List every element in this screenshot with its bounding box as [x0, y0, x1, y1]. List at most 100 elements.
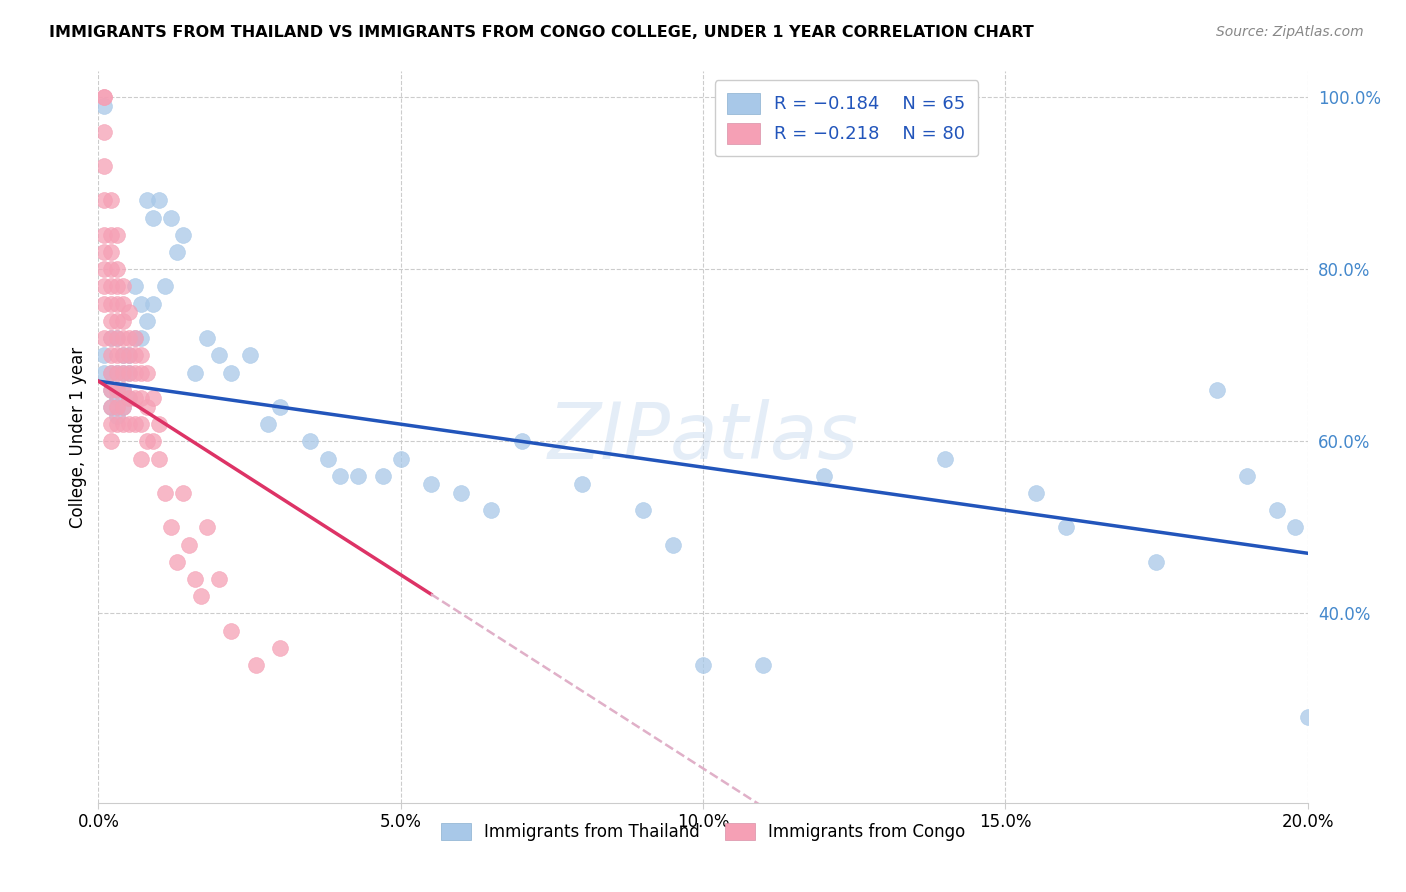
- Point: [692, 658, 714, 673]
- Point: [221, 624, 243, 638]
- Point: [420, 477, 443, 491]
- Point: [111, 331, 134, 345]
- Point: [571, 477, 593, 491]
- Point: [347, 468, 370, 483]
- Point: [105, 392, 128, 406]
- Point: [111, 366, 134, 380]
- Point: [184, 366, 207, 380]
- Point: [631, 503, 654, 517]
- Point: [129, 366, 152, 380]
- Point: [129, 417, 152, 432]
- Point: [934, 451, 956, 466]
- Point: [118, 417, 141, 432]
- Point: [111, 400, 134, 414]
- Point: [813, 468, 835, 483]
- Point: [100, 400, 122, 414]
- Point: [105, 314, 128, 328]
- Point: [316, 451, 339, 466]
- Point: [105, 366, 128, 380]
- Point: [100, 331, 122, 345]
- Point: [93, 296, 115, 310]
- Point: [129, 296, 152, 310]
- Point: [100, 400, 122, 414]
- Point: [118, 348, 141, 362]
- Point: [124, 331, 146, 345]
- Point: [105, 383, 128, 397]
- Point: [269, 640, 291, 655]
- Point: [93, 125, 115, 139]
- Point: [184, 572, 207, 586]
- Point: [245, 658, 267, 673]
- Point: [100, 348, 122, 362]
- Point: [118, 392, 141, 406]
- Point: [160, 520, 183, 534]
- Point: [100, 383, 122, 397]
- Point: [111, 296, 134, 310]
- Point: [100, 417, 122, 432]
- Point: [100, 434, 122, 449]
- Point: [93, 90, 115, 104]
- Point: [124, 348, 146, 362]
- Point: [93, 227, 115, 242]
- Point: [329, 468, 352, 483]
- Point: [450, 486, 472, 500]
- Point: [118, 331, 141, 345]
- Point: [172, 227, 194, 242]
- Point: [135, 434, 157, 449]
- Point: [1284, 520, 1306, 534]
- Point: [661, 538, 683, 552]
- Point: [105, 417, 128, 432]
- Text: Source: ZipAtlas.com: Source: ZipAtlas.com: [1216, 25, 1364, 39]
- Point: [148, 194, 170, 208]
- Point: [124, 366, 146, 380]
- Point: [111, 400, 134, 414]
- Point: [124, 392, 146, 406]
- Point: [153, 486, 176, 500]
- Point: [118, 366, 141, 380]
- Point: [166, 555, 188, 569]
- Point: [93, 99, 115, 113]
- Point: [111, 383, 134, 397]
- Point: [1144, 555, 1167, 569]
- Point: [195, 331, 218, 345]
- Point: [100, 383, 122, 397]
- Point: [752, 658, 775, 673]
- Point: [100, 245, 122, 260]
- Point: [221, 366, 243, 380]
- Point: [190, 589, 212, 603]
- Point: [166, 245, 188, 260]
- Point: [142, 296, 165, 310]
- Point: [148, 451, 170, 466]
- Point: [510, 434, 533, 449]
- Point: [269, 400, 291, 414]
- Point: [124, 279, 146, 293]
- Point: [118, 392, 141, 406]
- Point: [153, 279, 176, 293]
- Point: [105, 400, 128, 414]
- Point: [129, 392, 152, 406]
- Point: [172, 486, 194, 500]
- Text: ZIPatlas: ZIPatlas: [547, 399, 859, 475]
- Point: [100, 314, 122, 328]
- Point: [93, 245, 115, 260]
- Point: [129, 331, 152, 345]
- Point: [100, 366, 122, 380]
- Legend: Immigrants from Thailand, Immigrants from Congo: Immigrants from Thailand, Immigrants fro…: [432, 814, 974, 849]
- Point: [100, 279, 122, 293]
- Point: [111, 383, 134, 397]
- Point: [111, 279, 134, 293]
- Point: [105, 331, 128, 345]
- Point: [111, 417, 134, 432]
- Point: [105, 383, 128, 397]
- Point: [1296, 710, 1319, 724]
- Point: [1236, 468, 1258, 483]
- Point: [299, 434, 322, 449]
- Point: [208, 572, 231, 586]
- Point: [93, 331, 115, 345]
- Point: [129, 348, 152, 362]
- Text: IMMIGRANTS FROM THAILAND VS IMMIGRANTS FROM CONGO COLLEGE, UNDER 1 YEAR CORRELAT: IMMIGRANTS FROM THAILAND VS IMMIGRANTS F…: [49, 25, 1033, 40]
- Point: [135, 314, 157, 328]
- Point: [105, 227, 128, 242]
- Point: [93, 262, 115, 277]
- Point: [1267, 503, 1289, 517]
